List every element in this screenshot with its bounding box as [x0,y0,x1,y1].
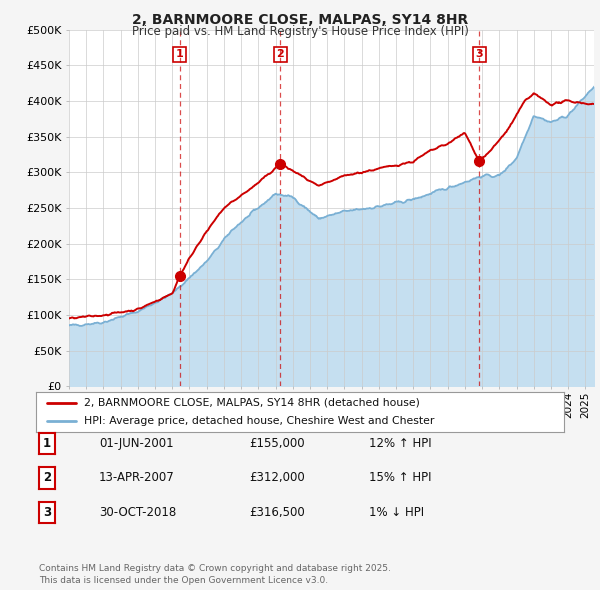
Text: Price paid vs. HM Land Registry's House Price Index (HPI): Price paid vs. HM Land Registry's House … [131,25,469,38]
Text: 3: 3 [43,506,51,519]
Text: 1% ↓ HPI: 1% ↓ HPI [369,506,424,519]
Text: 01-JUN-2001: 01-JUN-2001 [99,437,173,450]
Text: 15% ↑ HPI: 15% ↑ HPI [369,471,431,484]
Text: 1: 1 [176,50,184,60]
Text: £312,000: £312,000 [249,471,305,484]
Text: 3: 3 [475,50,483,60]
Text: HPI: Average price, detached house, Cheshire West and Chester: HPI: Average price, detached house, Ches… [83,416,434,426]
Text: 2: 2 [277,50,284,60]
Text: 2, BARNMOORE CLOSE, MALPAS, SY14 8HR (detached house): 2, BARNMOORE CLOSE, MALPAS, SY14 8HR (de… [83,398,419,408]
Text: 1: 1 [43,437,51,450]
Text: Contains HM Land Registry data © Crown copyright and database right 2025.
This d: Contains HM Land Registry data © Crown c… [39,565,391,585]
Text: 30-OCT-2018: 30-OCT-2018 [99,506,176,519]
Text: 12% ↑ HPI: 12% ↑ HPI [369,437,431,450]
Text: 13-APR-2007: 13-APR-2007 [99,471,175,484]
Text: £316,500: £316,500 [249,506,305,519]
Text: £155,000: £155,000 [249,437,305,450]
Text: 2, BARNMOORE CLOSE, MALPAS, SY14 8HR: 2, BARNMOORE CLOSE, MALPAS, SY14 8HR [132,13,468,27]
Text: 2: 2 [43,471,51,484]
